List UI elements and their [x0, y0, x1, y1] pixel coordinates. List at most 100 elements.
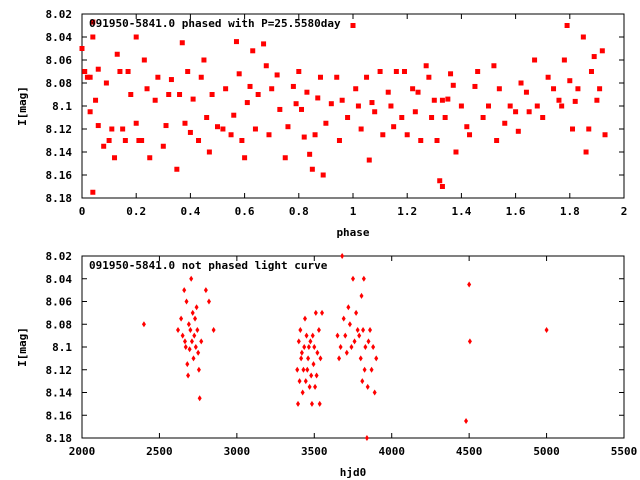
data-point: [475, 69, 481, 74]
data-point: [334, 74, 340, 80]
phased-ytick-label: 8.02: [46, 8, 73, 21]
unphased-plot-points: [141, 253, 549, 441]
data-point: [168, 77, 174, 83]
data-point: [79, 46, 85, 51]
data-point: [152, 97, 158, 103]
data-point: [310, 332, 315, 339]
data-point: [423, 63, 429, 69]
phased-plot-ticks: 0 0.2 0.4 0.6 0.8 1 1.2 1.4 1.6 1.8 2 8.02 8.04 8.06 8…: [46, 8, 628, 218]
data-point: [472, 83, 478, 89]
data-point: [594, 97, 600, 103]
data-point: [197, 395, 202, 402]
phased-ytick-label: 8.12: [46, 123, 73, 136]
unphased-ytick-label: 8.08: [46, 318, 73, 331]
data-point: [147, 155, 153, 161]
data-point: [313, 309, 318, 316]
data-point: [182, 120, 188, 126]
data-point: [163, 123, 169, 129]
data-point: [309, 166, 315, 172]
data-point: [305, 366, 310, 373]
data-point: [300, 389, 305, 396]
data-point: [518, 80, 524, 86]
data-point: [206, 298, 211, 305]
data-point: [523, 89, 529, 95]
data-point: [453, 149, 459, 155]
data-point: [87, 109, 93, 115]
data-point: [439, 97, 445, 103]
data-point: [304, 332, 309, 339]
data-point: [136, 138, 142, 143]
data-point: [312, 344, 317, 350]
data-point: [196, 349, 201, 356]
data-point: [95, 123, 101, 129]
data-point: [532, 57, 538, 63]
data-point: [179, 40, 185, 46]
data-point: [228, 132, 234, 138]
phased-xtick-label: 0.6: [235, 205, 255, 218]
data-point: [309, 400, 314, 407]
data-point: [236, 71, 242, 77]
data-point: [311, 361, 316, 368]
data-point: [442, 115, 448, 120]
data-point: [185, 361, 190, 368]
data-point: [320, 309, 325, 316]
data-point: [393, 69, 399, 74]
data-point: [366, 338, 371, 345]
data-point: [355, 103, 361, 109]
data-point: [303, 378, 308, 385]
data-point: [591, 54, 597, 60]
data-point: [426, 74, 432, 80]
data-point: [352, 338, 357, 345]
data-point: [223, 86, 229, 92]
data-point: [572, 98, 578, 104]
data-point: [182, 338, 187, 345]
phased-xtick-label: 2: [621, 205, 628, 218]
data-point: [556, 97, 562, 103]
unphased-xtick-label: 3000: [224, 445, 251, 458]
data-point: [494, 138, 500, 143]
data-point: [507, 103, 513, 109]
data-point: [106, 138, 112, 143]
data-point: [583, 149, 589, 155]
phased-plot-ylabel: I[mag]: [16, 86, 29, 126]
data-point: [388, 103, 394, 109]
data-point: [491, 63, 497, 69]
data-point: [467, 338, 472, 345]
data-point: [297, 378, 302, 385]
data-point: [445, 96, 451, 102]
data-point: [122, 138, 128, 143]
data-point: [317, 74, 323, 80]
data-point: [120, 126, 126, 132]
data-point: [215, 124, 220, 130]
data-point: [196, 138, 202, 143]
data-point: [133, 34, 139, 40]
unphased-ytick-label: 8.06: [46, 296, 73, 309]
phased-ytick-label: 8.16: [46, 169, 73, 182]
data-point: [450, 82, 456, 88]
phased-light-curve-plot: 0 0.2 0.4 0.6 0.8 1 1.2 1.4 1.6 1.8 2 8.02 8.04 8.06 8…: [16, 8, 627, 239]
data-point: [318, 355, 323, 362]
data-point: [194, 304, 199, 311]
data-point: [588, 69, 594, 74]
unphased-plot-ticks: 2000 2500 3000 3500 4000 4500 5000 5500 8.02 8.04…: [46, 250, 638, 458]
data-point: [540, 115, 546, 120]
data-point: [358, 355, 363, 362]
data-point: [429, 115, 435, 120]
data-point: [315, 349, 320, 356]
data-point: [309, 372, 314, 379]
data-point: [193, 344, 198, 350]
data-point: [360, 378, 365, 385]
data-point: [206, 149, 212, 155]
data-point: [306, 355, 311, 362]
phased-ytick-label: 8.14: [46, 146, 73, 159]
data-point: [458, 103, 464, 109]
data-point: [196, 366, 201, 373]
data-point: [128, 92, 134, 97]
data-point: [239, 138, 245, 143]
data-point: [377, 69, 383, 74]
unphased-ytick-label: 8.14: [46, 387, 73, 400]
data-point: [350, 23, 356, 28]
data-point: [188, 326, 193, 333]
data-point: [358, 126, 364, 132]
data-point: [166, 92, 172, 97]
